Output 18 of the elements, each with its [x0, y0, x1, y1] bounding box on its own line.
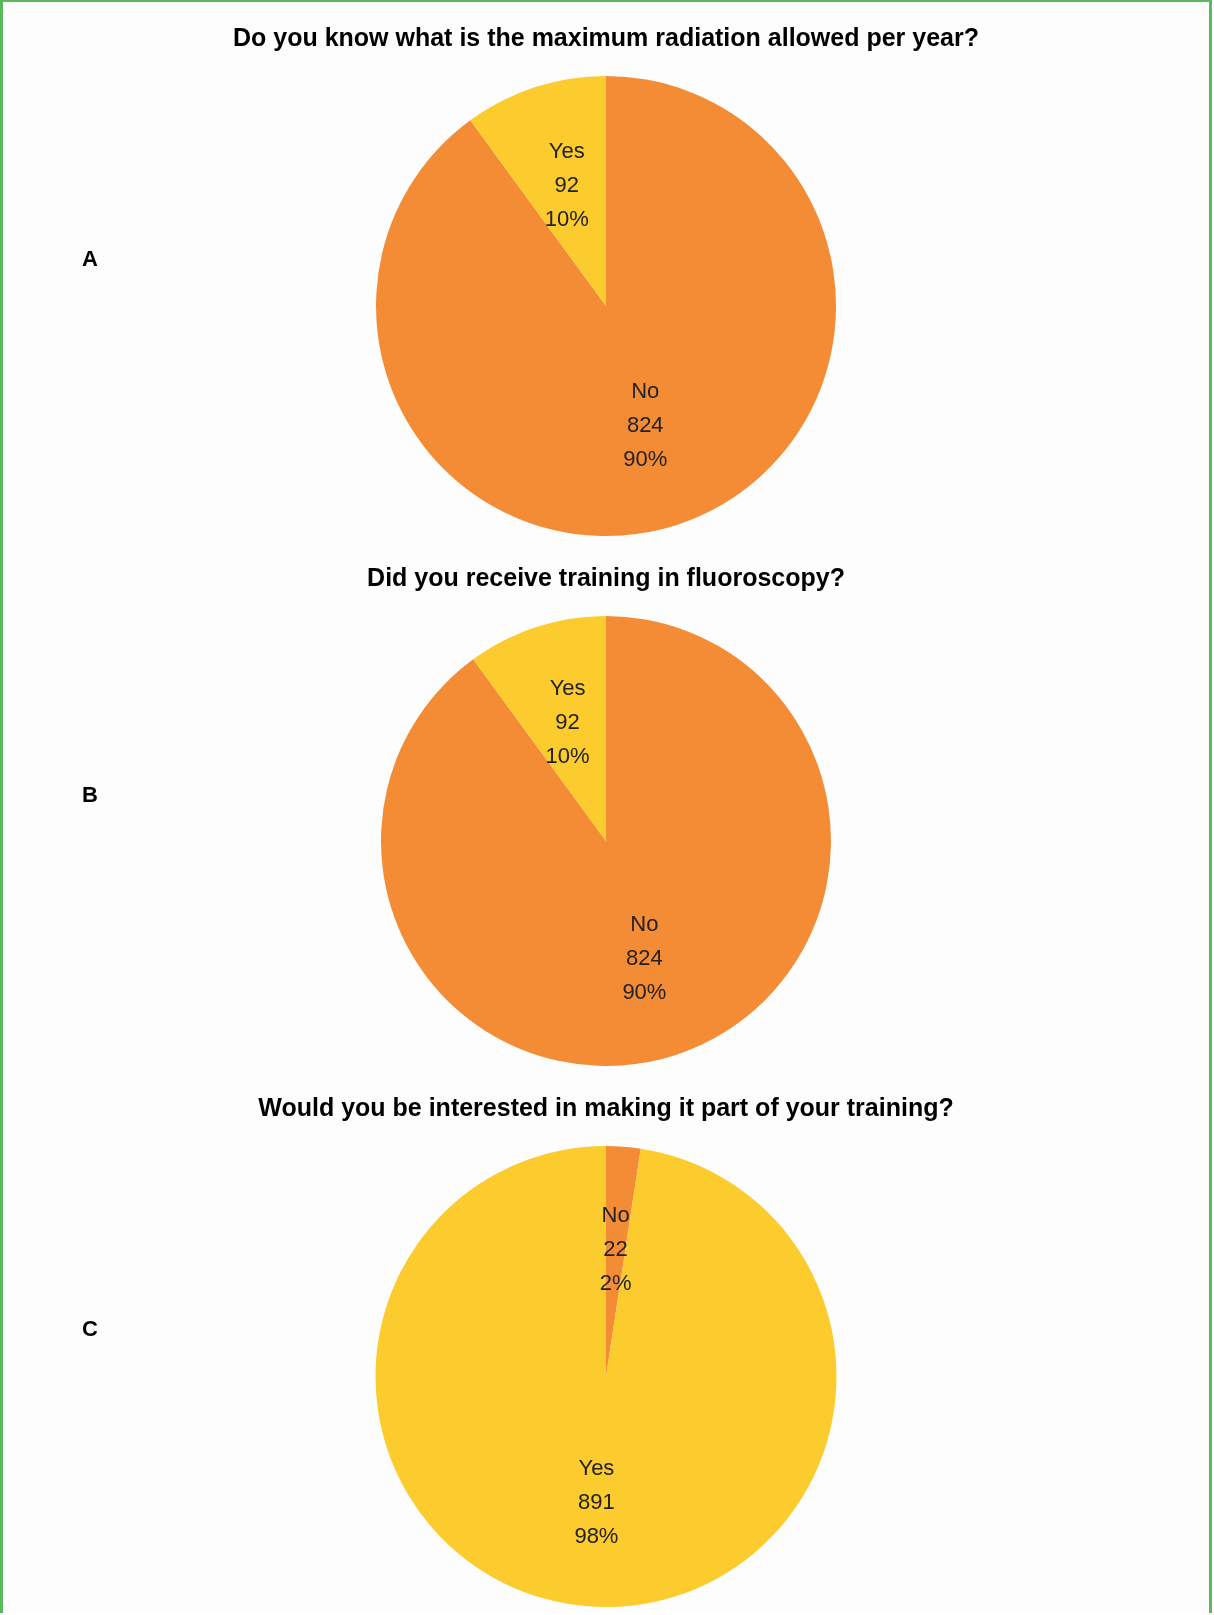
data-label: 92 10%: [545, 709, 590, 769]
slice-label: No: [601, 1202, 630, 1228]
slice-label: Yes: [549, 675, 586, 701]
data-label: 22 2%: [599, 1236, 632, 1296]
data-label: 824 90%: [623, 412, 668, 472]
text: B: [82, 782, 98, 808]
chart-title: Did you receive training in fluoroscopy?: [367, 562, 845, 591]
chart-title: Would you be interested in making it part of your training?: [258, 1092, 954, 1121]
slice-label: Yes: [578, 1454, 615, 1480]
text: C: [82, 1316, 99, 1342]
data-label: 891 98%: [574, 1488, 619, 1548]
data-label: 92 10%: [544, 171, 589, 231]
data-label: 824 90%: [622, 944, 667, 1004]
slice-label: No: [631, 378, 660, 404]
slice-label: Yes: [548, 137, 585, 163]
text: A: [82, 246, 99, 272]
chart-title: Do you know what is the maximum radiation allowed per year?: [233, 22, 979, 51]
slice-label: No: [630, 910, 659, 936]
